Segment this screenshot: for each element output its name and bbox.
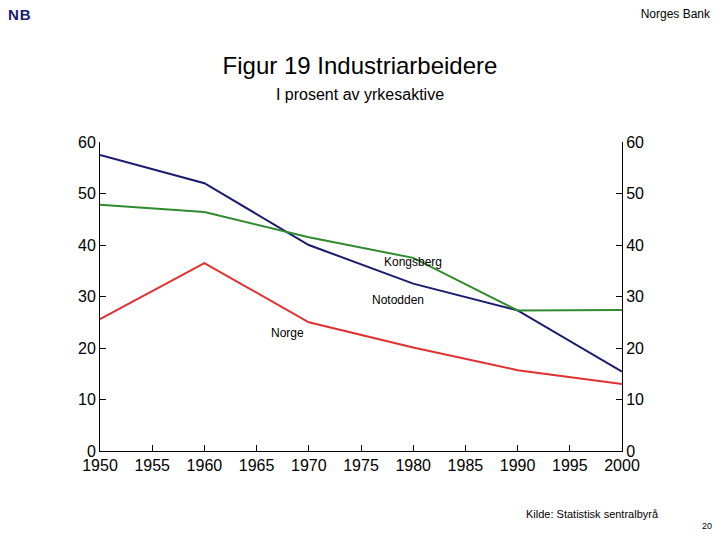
html-text:NB: NB — [8, 6, 32, 23]
svg-text:1950: 1950 — [82, 457, 118, 474]
svg-text:30: 30 — [78, 288, 96, 305]
svg-text:1965: 1965 — [239, 457, 275, 474]
svg-text:1995: 1995 — [552, 457, 588, 474]
svg-text:40: 40 — [78, 237, 96, 254]
svg-text:60: 60 — [626, 134, 644, 151]
svg-text:2000: 2000 — [604, 457, 640, 474]
html-text:Kilde: Statistisk sentralbyrå: Kilde: Statistisk sentralbyrå — [526, 508, 659, 520]
svg-text:50: 50 — [78, 185, 96, 202]
html-text:Figur 19 Industriarbeidere: Figur 19 Industriarbeidere — [222, 52, 498, 79]
svg-text:1985: 1985 — [448, 457, 484, 474]
svg-text:30: 30 — [626, 288, 644, 305]
svg-text:Norge: Norge — [271, 326, 304, 340]
svg-text:50: 50 — [626, 185, 644, 202]
svg-text:1970: 1970 — [291, 457, 327, 474]
svg-text:0: 0 — [626, 443, 635, 460]
svg-text:1980: 1980 — [395, 457, 431, 474]
svg-text:1990: 1990 — [500, 457, 536, 474]
html-text:20: 20 — [702, 521, 712, 531]
html-text:Norges Bank: Norges Bank — [640, 7, 710, 21]
svg-text:60: 60 — [78, 134, 96, 151]
svg-text:1960: 1960 — [187, 457, 223, 474]
svg-text:20: 20 — [626, 340, 644, 357]
svg-text:Notodden: Notodden — [372, 293, 424, 307]
svg-text:20: 20 — [78, 340, 96, 357]
svg-text:1955: 1955 — [134, 457, 170, 474]
svg-text:40: 40 — [626, 237, 644, 254]
svg-text:0: 0 — [87, 443, 96, 460]
svg-text:1975: 1975 — [343, 457, 379, 474]
svg-text:10: 10 — [78, 391, 96, 408]
html-text:I prosent av yrkesaktive: I prosent av yrkesaktive — [276, 86, 444, 103]
svg-text:Kongsberg: Kongsberg — [384, 255, 442, 269]
svg-text:10: 10 — [626, 391, 644, 408]
